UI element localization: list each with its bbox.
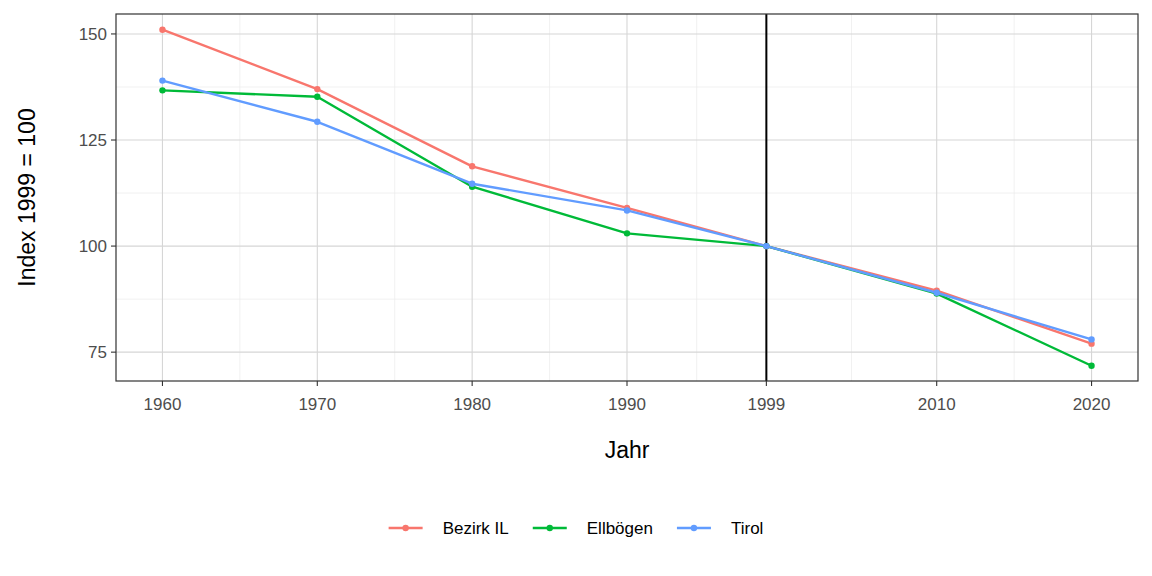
grid-line xyxy=(766,14,767,381)
series-marker xyxy=(1088,336,1094,342)
series-marker xyxy=(469,181,475,187)
series-marker xyxy=(314,86,320,92)
legend-key xyxy=(547,525,553,531)
minor-grid-line xyxy=(1014,14,1015,381)
series-marker xyxy=(314,94,320,100)
grid-line xyxy=(1091,14,1092,381)
series-marker xyxy=(314,119,320,125)
legend-key xyxy=(402,525,408,531)
tick-mark xyxy=(111,246,116,247)
series-marker xyxy=(624,230,630,236)
series-marker xyxy=(159,87,165,93)
series-marker xyxy=(763,243,769,249)
tick-label: 1990 xyxy=(608,395,646,414)
tick-label: 1970 xyxy=(298,395,336,414)
minor-grid-line xyxy=(851,14,852,381)
grid-line xyxy=(162,14,163,381)
tick-mark xyxy=(162,381,163,386)
tick-mark xyxy=(111,352,116,353)
axis-title: Index 1999 = 100 xyxy=(14,108,40,286)
series-marker xyxy=(933,290,939,296)
tick-label: 100 xyxy=(79,237,107,256)
tick-mark xyxy=(111,139,116,140)
tick-mark xyxy=(111,33,116,34)
grid-line xyxy=(936,14,937,381)
minor-grid-line xyxy=(696,14,697,381)
tick-mark xyxy=(766,381,767,386)
chart: 75 100 125 150 1960 1970 1980 1990 1999 2010 2020 J… xyxy=(0,0,1152,576)
series-marker xyxy=(159,77,165,83)
series-line xyxy=(162,81,1091,340)
tick-mark xyxy=(936,381,937,386)
tick-mark xyxy=(317,381,318,386)
reference-line xyxy=(765,14,767,381)
plot-background xyxy=(116,14,1138,381)
series-marker xyxy=(624,207,630,213)
series-marker xyxy=(763,243,769,249)
legend-label: Tirol xyxy=(731,519,763,538)
series-marker xyxy=(763,243,769,249)
series-marker xyxy=(469,163,475,169)
axis-title: Jahr xyxy=(605,437,650,463)
series-marker xyxy=(159,26,165,32)
grid xyxy=(116,14,1138,381)
tick-label: 2020 xyxy=(1073,395,1111,414)
legend-label: Ellbögen xyxy=(587,519,653,538)
tick-mark xyxy=(472,381,473,386)
tick-label: 1980 xyxy=(453,395,491,414)
tick-mark xyxy=(626,381,627,386)
legend-label: Bezirk IL xyxy=(443,519,509,538)
legend: Bezirk IL Ellbögen Tirol xyxy=(389,519,764,538)
series-marker xyxy=(933,290,939,296)
tick-label: 150 xyxy=(79,25,107,44)
minor-grid-line xyxy=(394,14,395,381)
plot-frame xyxy=(116,14,1138,381)
series-line xyxy=(162,90,1091,365)
tick-label: 1960 xyxy=(144,395,182,414)
tick-label: 1999 xyxy=(747,395,785,414)
grid-line xyxy=(472,14,473,381)
tick-mark xyxy=(1091,381,1092,386)
legend-key xyxy=(691,525,697,531)
series-line xyxy=(162,30,1091,344)
data xyxy=(159,26,1094,368)
grid-line xyxy=(626,14,627,381)
grid-line xyxy=(317,14,318,381)
tick-label: 125 xyxy=(79,131,107,150)
series-marker xyxy=(1088,363,1094,369)
minor-grid-line xyxy=(239,14,240,381)
tick-label: 75 xyxy=(88,343,107,362)
tick-label: 2010 xyxy=(918,395,956,414)
